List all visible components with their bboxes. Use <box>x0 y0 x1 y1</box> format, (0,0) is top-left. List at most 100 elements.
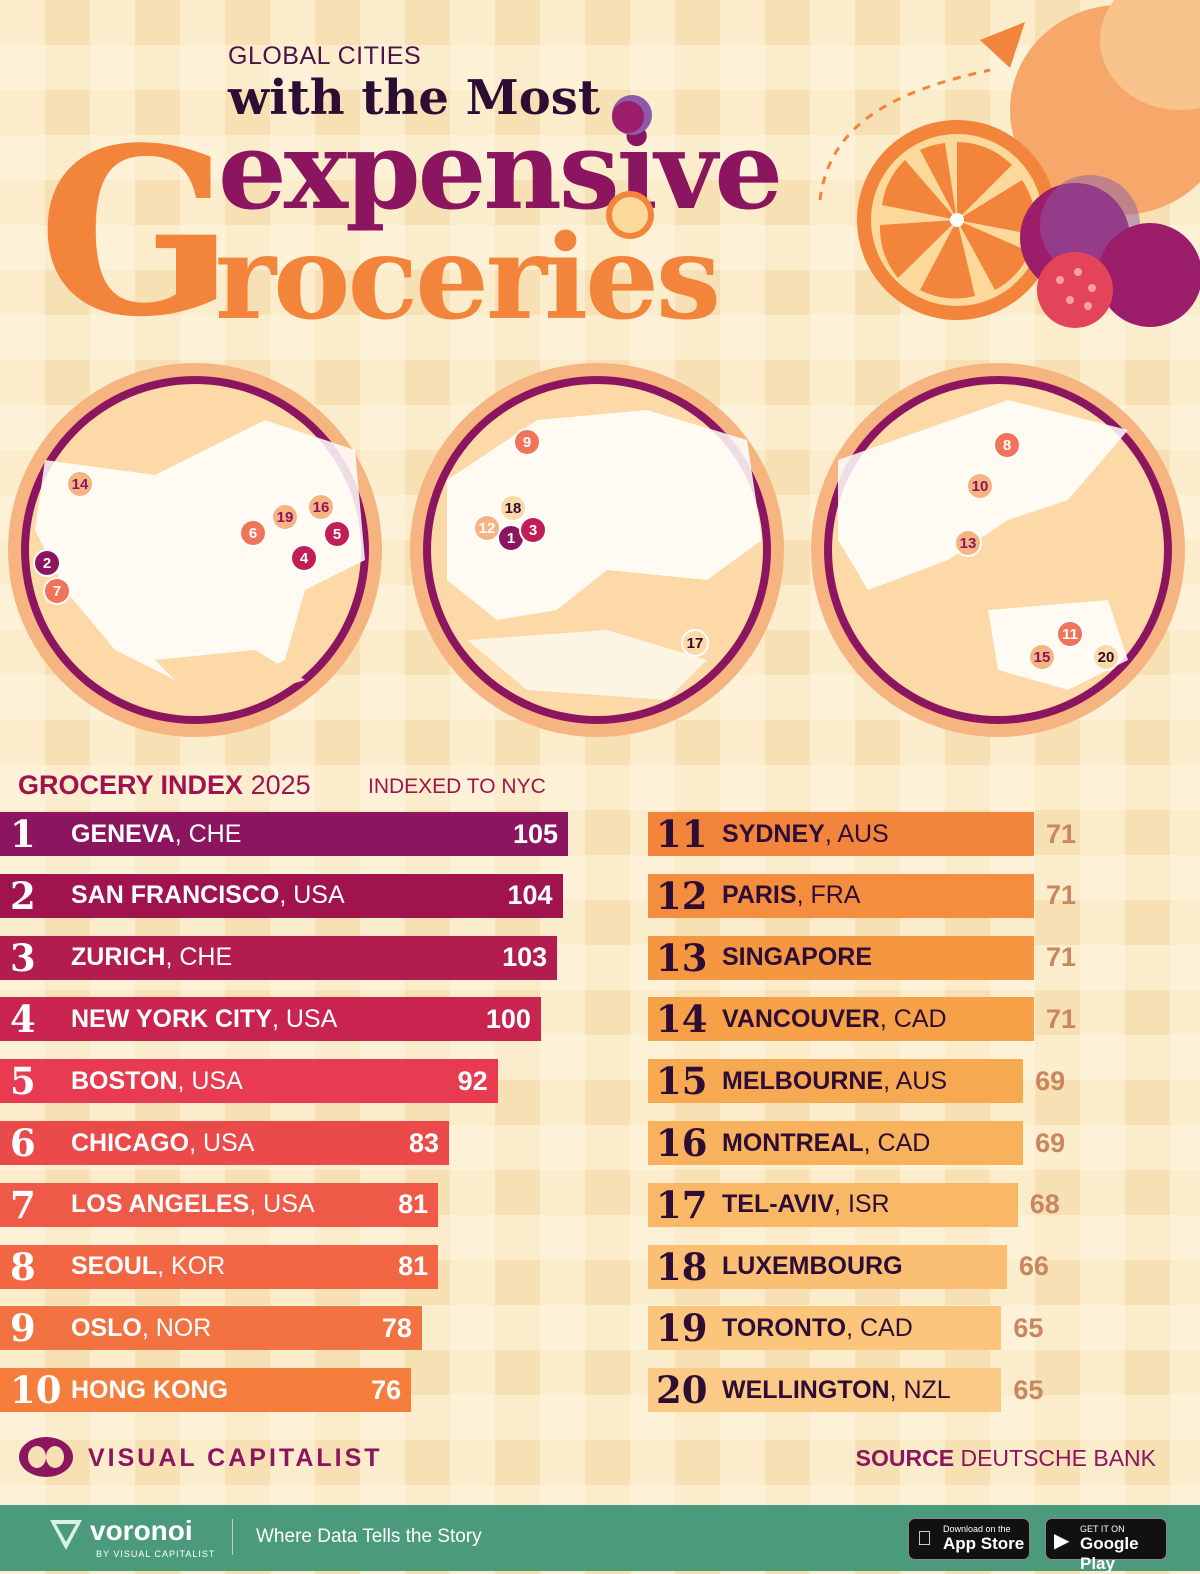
bar-value-label: 71 <box>1046 818 1077 849</box>
map-americas: 14 2 7 6 19 16 5 4 <box>5 360 385 740</box>
bar-value-label: 71 <box>1046 1003 1077 1034</box>
bar <box>648 1244 1007 1289</box>
bar-rank: 14 <box>656 997 708 1042</box>
bar-rank: 9 <box>10 1306 36 1351</box>
header-kicker: GLOBAL CITIES <box>228 42 422 70</box>
voronoi-brand[interactable]: voronoi <box>90 1515 193 1546</box>
country-code: , USA <box>189 1128 255 1157</box>
bar-value-label: 65 <box>1013 1374 1044 1405</box>
country-code: , USA <box>271 1004 338 1033</box>
map-europe: 9 18 12 1 3 17 <box>407 360 787 740</box>
bar-value-label: 92 <box>457 1065 488 1096</box>
source-credit: SOURCE DEUTSCHE BANK <box>856 1445 1156 1472</box>
bar-value-label: 66 <box>1018 1251 1049 1282</box>
bar-rank: 10 <box>10 1368 62 1413</box>
bar-value-label: 81 <box>398 1251 429 1282</box>
app-store-label: App Store <box>943 1534 1025 1553</box>
city-name: LUXEMBOURG <box>722 1252 903 1281</box>
bar <box>0 1182 439 1227</box>
map-pin: 15 <box>1028 643 1056 671</box>
bar-rank: 19 <box>656 1306 708 1351</box>
bar <box>648 1059 1024 1104</box>
apple-icon:  <box>917 1528 932 1551</box>
bar-rank: 3 <box>10 935 36 980</box>
city-name: MELBOURNE <box>722 1066 884 1095</box>
map-pin: 6 <box>239 519 267 547</box>
bar-rank: 15 <box>656 1059 708 1104</box>
bar-city-label: LUXEMBOURG <box>722 1252 903 1281</box>
brand-name: VISUAL CAPITALIST <box>88 1444 383 1472</box>
bar-value-label: 68 <box>1029 1189 1060 1220</box>
bar-rank: 8 <box>10 1244 36 1289</box>
city-name: TORONTO <box>722 1313 847 1342</box>
country-code: , USA <box>279 881 345 910</box>
bar-value-label: 81 <box>398 1189 429 1220</box>
map-pin: 20 <box>1092 643 1120 671</box>
country-code: , NOR <box>141 1313 212 1342</box>
google-play-button[interactable]: ▶ GET IT ON Google Play <box>1045 1518 1167 1573</box>
google-play-label: Google Play <box>1080 1534 1139 1573</box>
bar <box>0 1306 422 1351</box>
bar <box>0 1059 498 1104</box>
city-name: LOS ANGELES <box>71 1190 250 1219</box>
map-pin: 7 <box>43 577 71 605</box>
city-name: SEOUL <box>71 1252 158 1281</box>
bar <box>648 1121 1024 1165</box>
city-name: CHICAGO <box>71 1128 190 1157</box>
map-pin: 16 <box>307 493 335 521</box>
country-code: , AUS <box>824 819 889 848</box>
country-code: , CHE <box>174 819 242 848</box>
chart-subtitle: INDEXED TO NYC <box>368 775 546 798</box>
map-pin: 4 <box>290 544 318 572</box>
bar-city-label: TORONTO, CAD <box>722 1314 913 1343</box>
google-play-small: GET IT ON <box>1080 1524 1125 1534</box>
map-pin: 3 <box>519 516 547 544</box>
bar-city-label: PARIS, FRA <box>722 881 860 910</box>
map-pin: 11 <box>1056 620 1084 648</box>
country-code: , CHE <box>165 943 233 972</box>
bar <box>0 873 563 918</box>
bar-city-label: TEL-AVIV, ISR <box>722 1190 890 1219</box>
city-name: MONTREAL <box>722 1128 864 1157</box>
bar-value-label: 105 <box>512 818 558 849</box>
play-icon: ▶ <box>1054 1530 1070 1552</box>
bar-rank: 18 <box>656 1244 708 1289</box>
bar-city-label: SAN FRANCISCO, USA <box>71 881 345 910</box>
app-store-small: Download on the <box>943 1524 1011 1534</box>
bar-rank: 4 <box>10 997 36 1042</box>
header-big-letter: G <box>38 98 235 368</box>
map-pin: 14 <box>66 470 94 498</box>
country-code: , USA <box>177 1066 243 1095</box>
bar <box>648 1306 1002 1351</box>
map-pin: 12 <box>473 514 501 542</box>
bar <box>0 997 541 1042</box>
city-name: OSLO <box>71 1313 142 1342</box>
country-code: , CAD <box>846 1313 913 1342</box>
bar <box>648 812 1034 856</box>
bar-city-label: VANCOUVER, CAD <box>722 1005 947 1034</box>
bar-rank: 13 <box>656 935 708 980</box>
bar-rank: 7 <box>10 1182 36 1227</box>
city-name: ZURICH <box>71 943 166 972</box>
footer-divider <box>232 1519 233 1555</box>
bar-city-label: NEW YORK CITY, USA <box>71 1005 337 1034</box>
map-pin: 2 <box>33 549 61 577</box>
bar-city-label: MELBOURNE, AUS <box>722 1067 947 1096</box>
bar-city-label: BOSTON, USA <box>71 1067 243 1096</box>
city-name: TEL-AVIV <box>722 1190 835 1219</box>
city-name: GENEVA <box>71 819 175 848</box>
bar <box>0 935 558 980</box>
bar-city-label: SINGAPORE <box>722 943 872 972</box>
map-pin: 9 <box>513 428 541 456</box>
city-name: BOSTON <box>71 1066 178 1095</box>
bar-city-label: CHICAGO, USA <box>71 1129 254 1158</box>
app-store-button[interactable]:  Download on the App Store <box>908 1518 1030 1560</box>
country-code: , AUS <box>883 1066 948 1095</box>
bar-value-label: 83 <box>408 1127 439 1158</box>
bar-value-label: 69 <box>1035 1127 1066 1158</box>
bar-rank: 17 <box>656 1182 708 1227</box>
bar-rank: 11 <box>656 812 708 856</box>
bar-rank: 2 <box>10 873 36 918</box>
city-name: WELLINGTON <box>722 1375 890 1404</box>
bar-city-label: LOS ANGELES, USA <box>71 1190 315 1219</box>
